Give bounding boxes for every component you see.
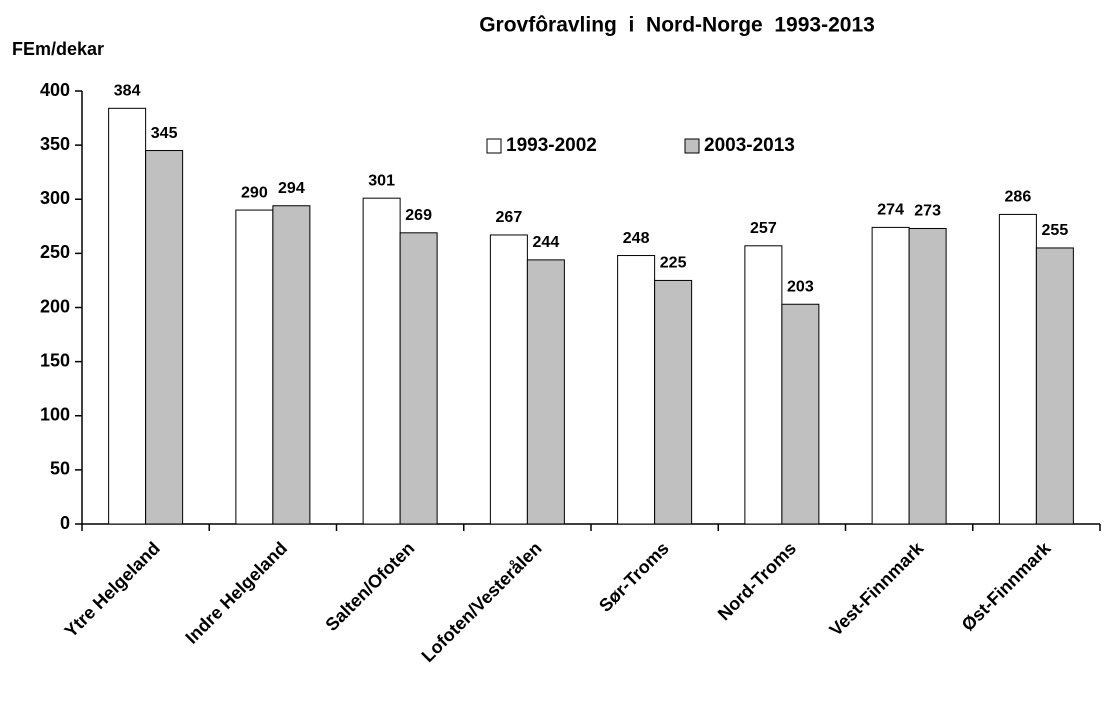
bar: [998, 213, 1037, 525]
x-tick-label: Øst-Finnmark: [958, 537, 1056, 635]
value-label: 384: [114, 83, 141, 100]
bar: [272, 205, 311, 525]
legend-swatch: [684, 138, 700, 154]
bar: [526, 259, 565, 525]
y-tick-label: 50: [50, 459, 70, 479]
y-tick-label: 350: [40, 134, 70, 154]
value-label: 225: [660, 255, 687, 272]
value-label: 290: [241, 184, 268, 201]
value-label: 274: [877, 202, 904, 219]
value-label: 203: [787, 278, 814, 295]
value-label: 255: [1042, 222, 1069, 239]
x-tick-label: Salten/Ofoten: [321, 538, 418, 635]
x-tick-label: Ytre Helgeland: [61, 538, 164, 641]
value-label: 286: [1005, 189, 1032, 206]
value-label: 267: [496, 209, 523, 226]
bar: [362, 197, 401, 525]
value-label: 248: [623, 230, 650, 247]
y-tick-label: 400: [40, 80, 70, 100]
legend-label: 1993-2002: [506, 135, 597, 156]
value-label: 345: [151, 125, 178, 142]
bar: [744, 245, 783, 525]
y-tick-label: 250: [40, 242, 70, 262]
chart-title: Grovfôravling i Nord-Norge 1993-2013: [479, 14, 875, 37]
bar: [1035, 247, 1074, 525]
y-tick-label: 300: [40, 188, 70, 208]
value-label: 294: [278, 180, 305, 197]
y-tick-label: 200: [40, 296, 70, 316]
bar: [871, 226, 910, 525]
legend-swatch: [486, 138, 502, 154]
value-label: 269: [405, 207, 432, 224]
bar: [145, 150, 184, 525]
bar: [235, 209, 274, 525]
value-label: 301: [368, 172, 395, 189]
value-label: 273: [914, 203, 941, 220]
x-tick-label: Nord-Troms: [714, 538, 800, 624]
x-tick-label: Sør-Troms: [595, 538, 673, 616]
bar: [654, 279, 693, 525]
y-tick-label: 100: [40, 405, 70, 425]
bar: [489, 234, 528, 525]
bar: [399, 232, 438, 525]
bar: [908, 227, 947, 525]
y-axis-label: FEm/dekar: [12, 39, 104, 59]
x-tick-label: Indre Helgeland: [181, 538, 291, 648]
bar: [108, 107, 147, 525]
x-tick-label: Lofoten/Vesterålen: [418, 538, 546, 666]
y-tick-label: 0: [60, 513, 70, 533]
x-tick-label: Vest-Finnmark: [825, 537, 928, 640]
y-tick-label: 150: [40, 350, 70, 370]
value-label: 244: [533, 234, 560, 251]
legend-label: 2003-2013: [704, 135, 795, 156]
bar: [617, 255, 656, 525]
value-label: 257: [750, 220, 777, 237]
bar: [781, 303, 820, 525]
